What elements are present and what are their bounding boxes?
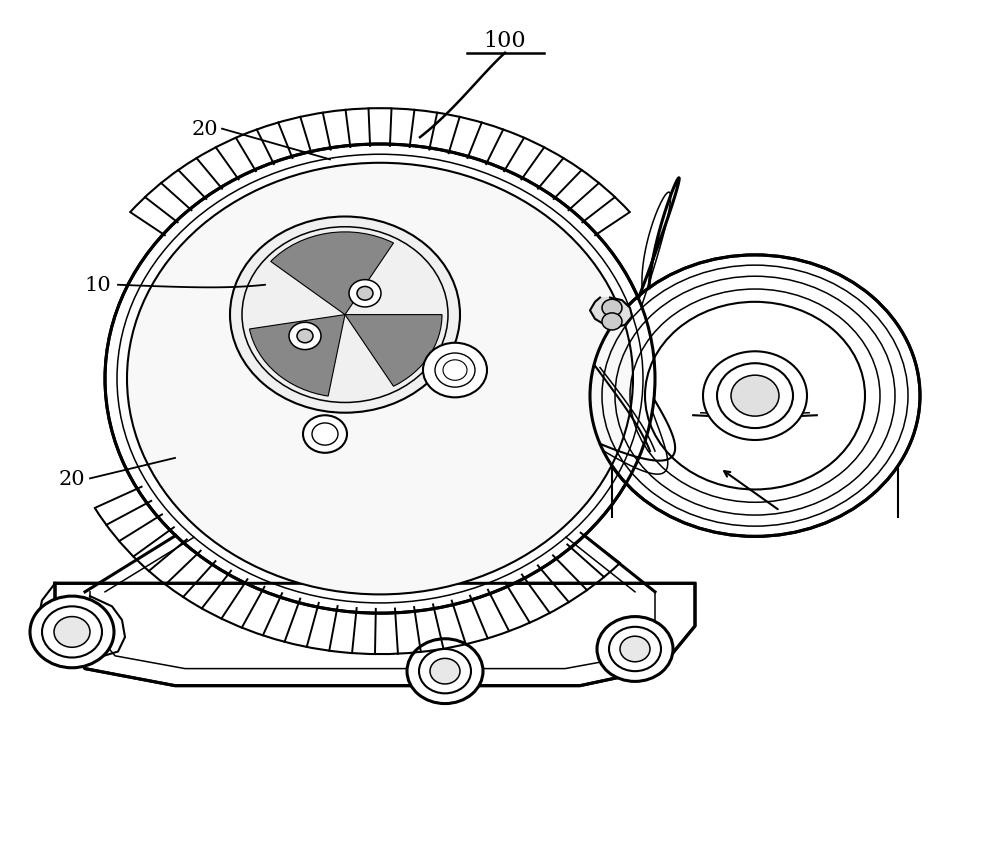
Polygon shape — [590, 298, 632, 328]
Circle shape — [620, 636, 650, 662]
Text: 100: 100 — [484, 30, 526, 52]
Text: 20: 20 — [59, 469, 85, 488]
Circle shape — [597, 617, 673, 682]
Circle shape — [423, 343, 487, 398]
Circle shape — [731, 376, 779, 417]
Circle shape — [303, 416, 347, 453]
Circle shape — [30, 596, 114, 668]
Circle shape — [297, 330, 313, 343]
Wedge shape — [271, 233, 393, 315]
Circle shape — [407, 639, 483, 704]
Circle shape — [230, 217, 460, 413]
Circle shape — [289, 323, 321, 350]
Circle shape — [602, 314, 622, 331]
Circle shape — [357, 287, 373, 301]
Wedge shape — [345, 315, 442, 387]
Circle shape — [127, 164, 633, 595]
Circle shape — [717, 364, 793, 429]
Circle shape — [435, 354, 475, 388]
Circle shape — [419, 649, 471, 694]
Circle shape — [590, 256, 920, 537]
Circle shape — [42, 607, 102, 658]
Circle shape — [602, 300, 622, 317]
Circle shape — [430, 659, 460, 684]
Circle shape — [609, 627, 661, 671]
Polygon shape — [55, 584, 695, 686]
Text: 10: 10 — [85, 276, 111, 295]
Circle shape — [349, 280, 381, 308]
Circle shape — [105, 145, 655, 613]
Circle shape — [54, 617, 90, 648]
Wedge shape — [249, 315, 345, 397]
Text: 20: 20 — [192, 120, 218, 139]
Polygon shape — [55, 584, 695, 686]
Circle shape — [703, 352, 807, 440]
